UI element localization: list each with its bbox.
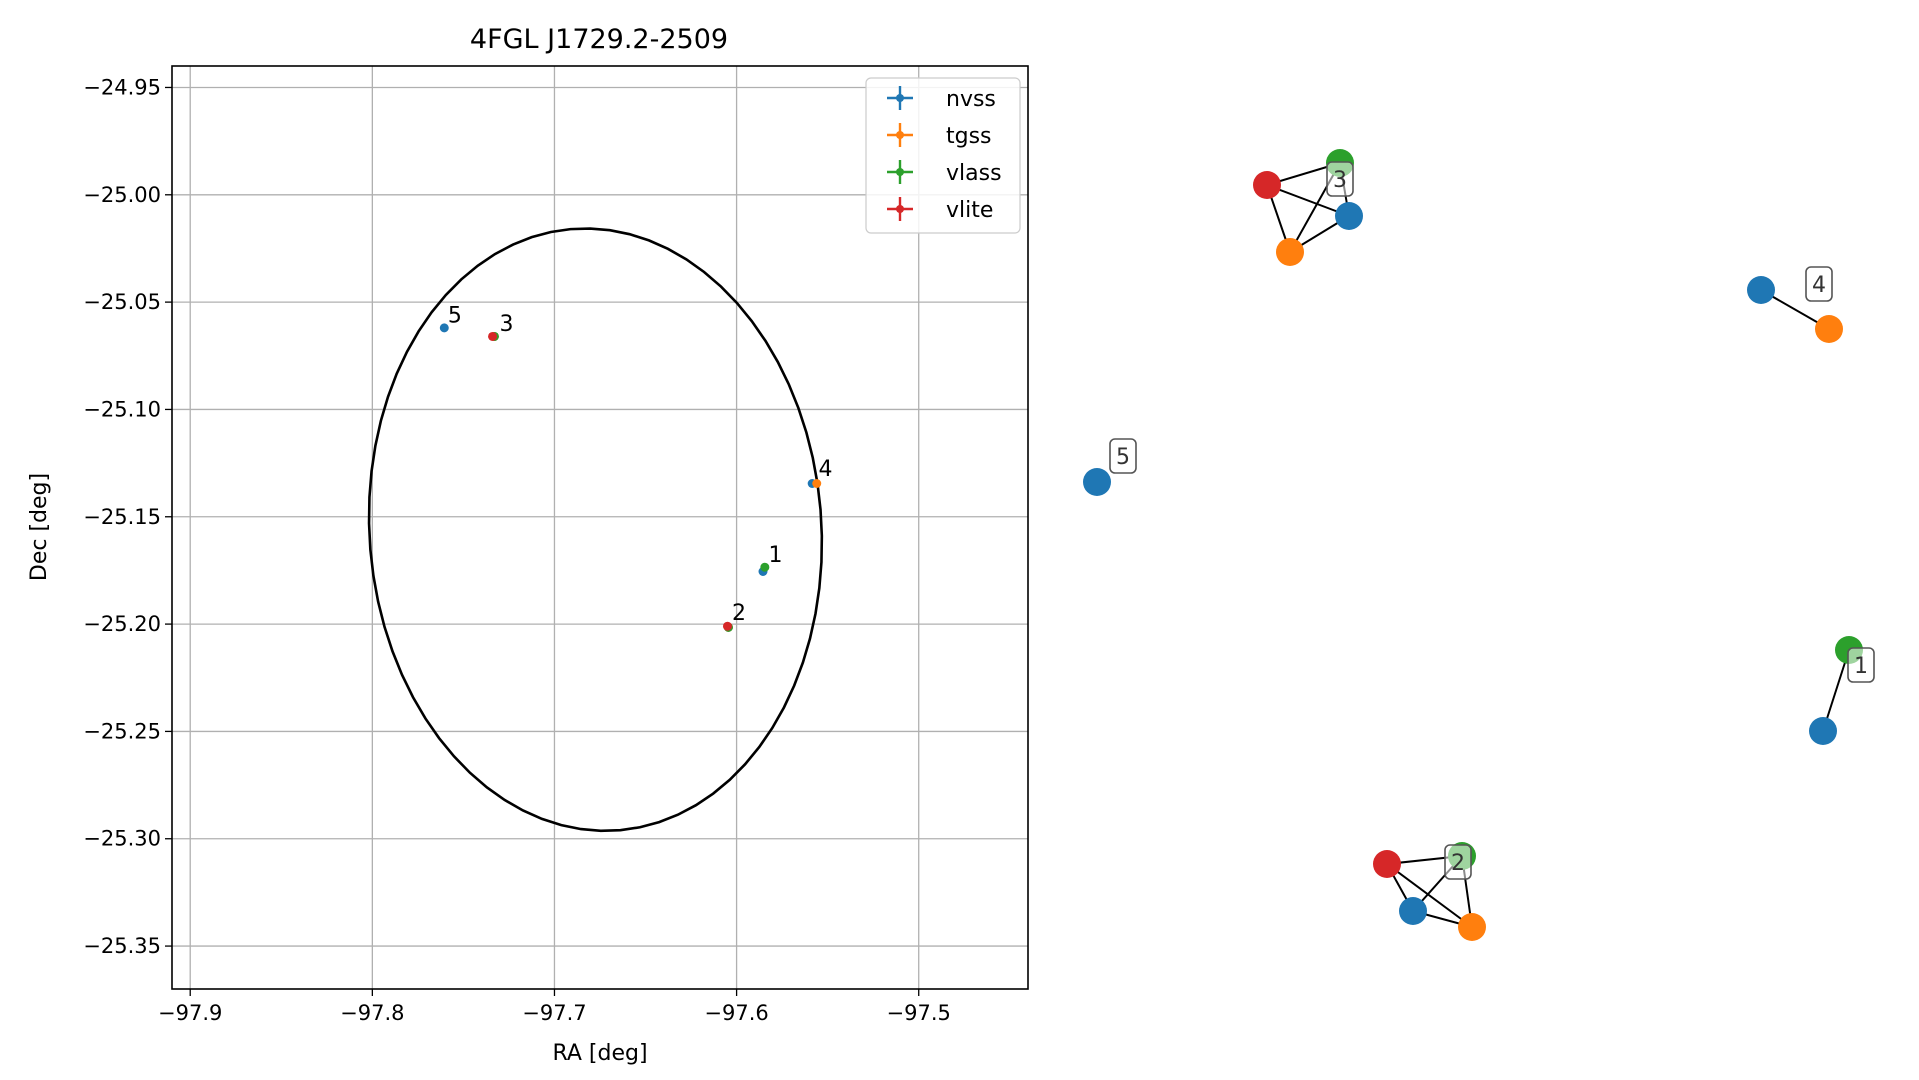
- network-label: 5: [1109, 438, 1137, 474]
- network-node: [1276, 238, 1304, 266]
- network-label-text: 2: [1451, 851, 1465, 876]
- data-points: [439, 323, 822, 632]
- y-tick-label: −25.25: [83, 719, 161, 743]
- x-tick-label: −97.6: [704, 1001, 768, 1025]
- x-axis-ticks: −97.9 −97.8 −97.7 −97.6 −97.5: [158, 989, 951, 1025]
- legend-label-vlite: vlite: [946, 198, 993, 223]
- point-tgss: [812, 478, 822, 488]
- legend-label-vlass: vlass: [946, 161, 1002, 186]
- network-node: [1399, 897, 1427, 925]
- x-axis-label: RA [deg]: [552, 1041, 647, 1066]
- y-tick-label: −25.30: [83, 827, 161, 851]
- network-label: 1: [1847, 647, 1875, 683]
- network-node: [1253, 171, 1281, 199]
- x-tick-label: −97.8: [340, 1001, 404, 1025]
- network-label: 2: [1444, 844, 1472, 880]
- network-labels: 3 4 5 1 2: [1109, 161, 1875, 880]
- annotation-label: 2: [732, 601, 746, 626]
- network-node: [1458, 913, 1486, 941]
- network-edge: [1822, 649, 1850, 732]
- y-tick-label: −25.35: [83, 934, 161, 958]
- network-label-box: [1326, 161, 1354, 197]
- legend-label-tgss: tgss: [946, 124, 992, 149]
- legend-marker-vlass: [896, 168, 904, 176]
- network-label-text: 4: [1812, 273, 1826, 298]
- annotation-label: 3: [499, 312, 513, 337]
- y-tick-label: −25.10: [83, 397, 161, 421]
- annotation-label: 5: [448, 304, 462, 329]
- network-edge: [1386, 863, 1473, 928]
- chart-title: 4FGL J1729.2-2509: [470, 24, 728, 55]
- point-vlite: [722, 621, 732, 631]
- x-tick-label: −97.7: [522, 1001, 586, 1025]
- network-node: [1809, 717, 1837, 745]
- legend-label-nvss: nvss: [946, 87, 996, 112]
- annotation-label: 4: [819, 457, 833, 482]
- plot-frame: [171, 65, 1029, 990]
- network-graph: 3 4 5 1 2: [1083, 149, 1875, 941]
- legend-entries: nvss tgss vlass vlite: [887, 86, 1002, 223]
- y-tick-label: −24.95: [83, 75, 161, 99]
- y-tick-label: −25.00: [83, 183, 161, 207]
- network-label-box: [1847, 647, 1875, 683]
- y-tick-label: −25.05: [83, 290, 161, 314]
- network-label-text: 3: [1333, 168, 1347, 193]
- point-vlass: [760, 562, 770, 572]
- network-edge: [1266, 184, 1350, 217]
- network-label-box: [1444, 844, 1472, 880]
- network-label-text: 1: [1854, 654, 1868, 679]
- network-label-box: [1109, 438, 1137, 474]
- network-label-box: [1805, 266, 1833, 302]
- y-axis-label: Dec [deg]: [27, 473, 52, 581]
- point-annotations: 1 2 3 4 5: [448, 304, 833, 626]
- legend-marker-tgss: [896, 131, 904, 139]
- x-tick-label: −97.5: [887, 1001, 951, 1025]
- network-label: 4: [1805, 266, 1833, 302]
- annotation-label: 1: [768, 543, 782, 568]
- ellipse-layer: [367, 227, 824, 833]
- y-tick-label: −25.20: [83, 612, 161, 636]
- network-node: [1373, 850, 1401, 878]
- network-label-text: 5: [1116, 445, 1130, 470]
- localization-ellipse: [367, 227, 824, 833]
- point-vlite: [488, 331, 498, 341]
- network-node: [1815, 315, 1843, 343]
- x-tick-label: −97.9: [158, 1001, 222, 1025]
- legend-box: [865, 77, 1021, 234]
- network-label: 3: [1326, 161, 1354, 197]
- legend: nvss tgss vlass vlite: [865, 77, 1021, 234]
- y-tick-label: −25.15: [83, 505, 161, 529]
- y-axis-ticks: −24.95 −25.00 −25.05 −25.10 −25.15 −25.20 −25.…: [83, 75, 172, 958]
- point-nvss: [439, 323, 449, 333]
- legend-marker-nvss: [896, 94, 904, 102]
- network-node: [1083, 468, 1111, 496]
- network-node: [1747, 276, 1775, 304]
- network-node: [1335, 202, 1363, 230]
- legend-marker-vlite: [896, 205, 904, 213]
